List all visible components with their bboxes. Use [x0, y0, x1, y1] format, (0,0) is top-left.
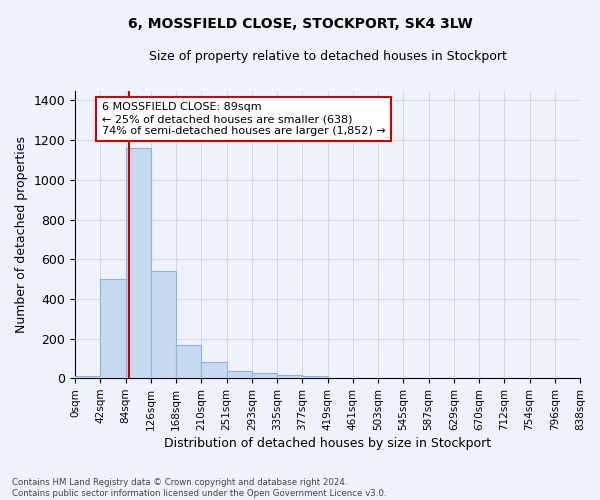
Y-axis label: Number of detached properties: Number of detached properties: [15, 136, 28, 333]
Bar: [176, 346, 202, 378]
Bar: [75, 376, 100, 378]
Bar: [202, 362, 227, 378]
Bar: [100, 279, 125, 378]
Bar: [125, 148, 151, 378]
Bar: [277, 374, 302, 378]
Text: 6 MOSSFIELD CLOSE: 89sqm
← 25% of detached houses are smaller (638)
74% of semi-: 6 MOSSFIELD CLOSE: 89sqm ← 25% of detach…: [101, 102, 385, 136]
Bar: [302, 376, 328, 378]
Title: Size of property relative to detached houses in Stockport: Size of property relative to detached ho…: [149, 50, 506, 63]
Bar: [151, 271, 176, 378]
Text: Contains HM Land Registry data © Crown copyright and database right 2024.
Contai: Contains HM Land Registry data © Crown c…: [12, 478, 386, 498]
X-axis label: Distribution of detached houses by size in Stockport: Distribution of detached houses by size …: [164, 437, 491, 450]
Bar: [227, 372, 252, 378]
Bar: [252, 372, 277, 378]
Text: 6, MOSSFIELD CLOSE, STOCKPORT, SK4 3LW: 6, MOSSFIELD CLOSE, STOCKPORT, SK4 3LW: [128, 18, 472, 32]
